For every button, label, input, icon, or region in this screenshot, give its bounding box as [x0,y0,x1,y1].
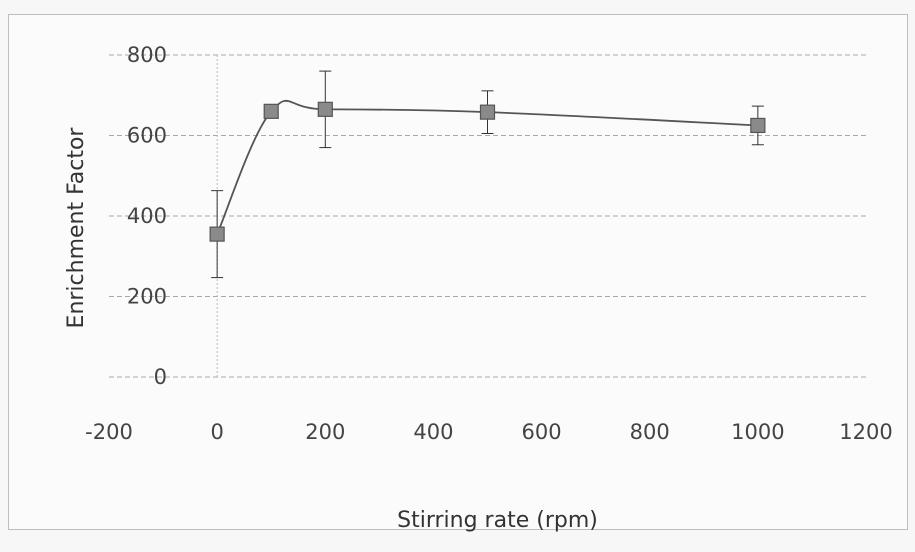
y-tick-label: 200 [127,285,167,309]
data-point-marker [750,117,766,134]
y-tick-label: 0 [154,365,167,389]
y-tick-label: 800 [127,43,167,67]
series-layer [209,70,766,279]
x-tick-label: -200 [85,420,133,444]
enrichment-factor-chart: 0 200 400 600 800 -200 0 200 400 600 800 1000 1200 S… [64,43,893,533]
axis-layer: 0 200 400 600 800 -200 0 200 400 600 800 1000 1200 [85,43,893,444]
y-axis-title: Enrichment Factor [64,127,89,329]
data-point-marker [479,104,496,120]
data-point-marker [209,226,225,242]
data-point-marker [263,103,279,119]
y-tick-label: 600 [127,124,167,148]
x-tick-label: 1000 [731,420,784,444]
chart-frame: 0 200 400 600 800 -200 0 200 400 600 800 1000 1200 S… [8,14,908,533]
y-tick-label: 400 [127,204,167,228]
data-point-marker [317,101,333,117]
x-tick-label: 1200 [839,420,892,444]
x-tick-label: 400 [413,420,453,444]
x-axis-title: Stirring rate (rpm) [397,508,598,533]
x-tick-label: 800 [630,420,670,444]
x-tick-label: 200 [305,420,345,444]
series-line [216,99,758,235]
x-tick-label: 0 [210,420,223,444]
x-tick-label: 600 [522,420,562,444]
